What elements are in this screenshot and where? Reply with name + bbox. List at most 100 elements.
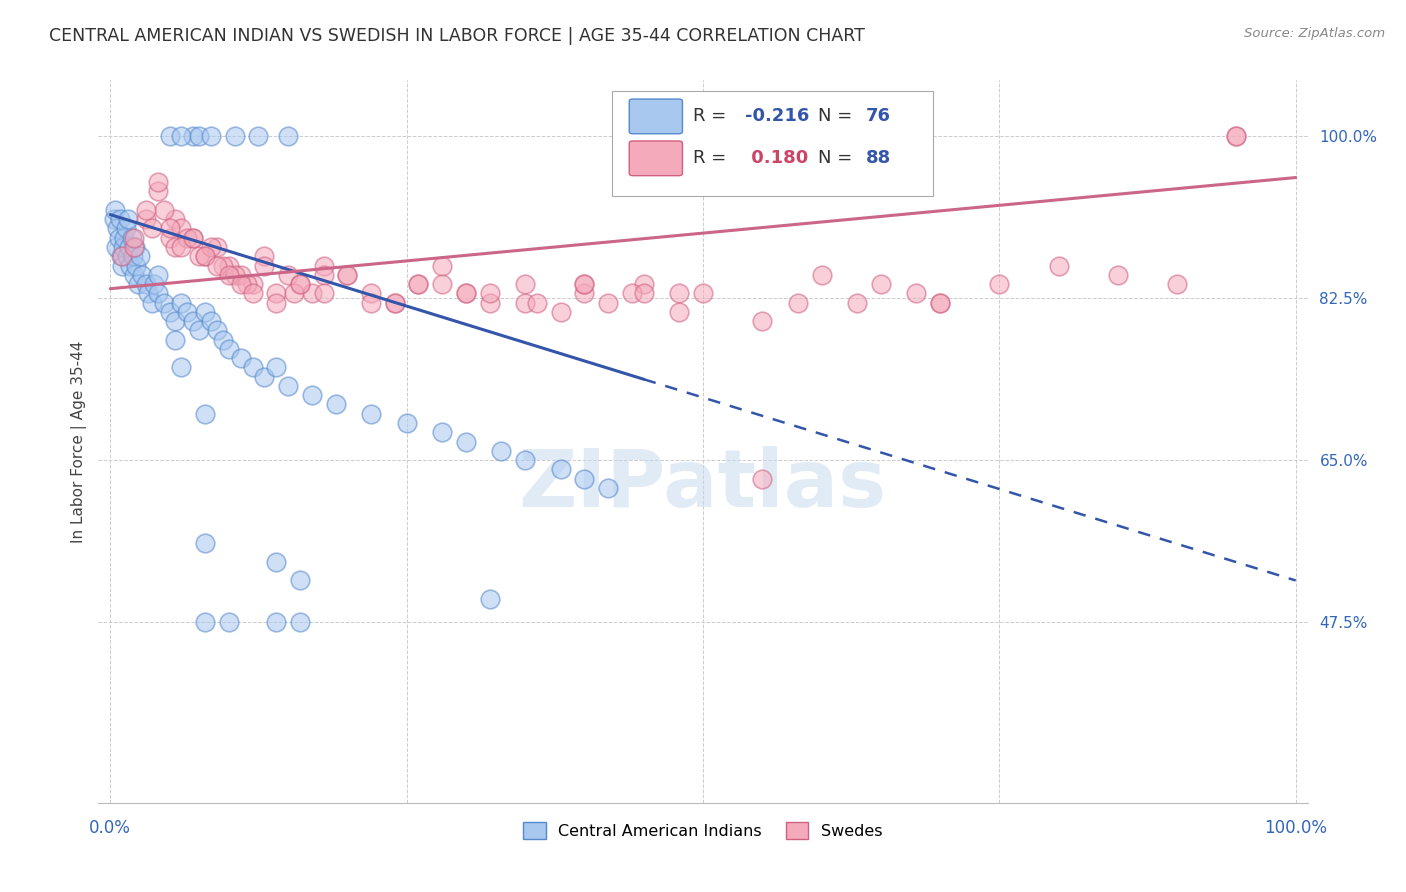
Point [574, 472, 596, 486]
Point [159, 231, 181, 245]
Point [115, 249, 138, 263]
Point [121, 231, 143, 245]
Point [176, 305, 198, 319]
Point [574, 277, 596, 291]
Point [122, 268, 145, 282]
Point [905, 286, 928, 301]
Point [264, 360, 287, 375]
Point [1225, 128, 1247, 143]
Point [574, 286, 596, 301]
Point [288, 277, 311, 291]
Point [146, 286, 169, 301]
Text: ZIPatlas: ZIPatlas [519, 446, 887, 524]
Point [929, 295, 952, 310]
Point [408, 277, 430, 291]
Point [205, 259, 228, 273]
Point [432, 425, 454, 440]
Point [103, 212, 125, 227]
Point [170, 360, 193, 375]
Point [194, 305, 217, 319]
Point [218, 615, 240, 630]
Point [253, 249, 276, 263]
Point [491, 443, 513, 458]
Point [301, 388, 323, 402]
Point [454, 286, 477, 301]
Point [478, 286, 501, 301]
Text: N =: N = [818, 107, 858, 126]
Point [194, 536, 217, 550]
Point [165, 314, 187, 328]
Point [141, 295, 163, 310]
Point [620, 286, 643, 301]
Point [432, 277, 454, 291]
Text: 0.180: 0.180 [745, 149, 808, 168]
Point [395, 416, 418, 430]
Point [846, 295, 869, 310]
Point [988, 277, 1011, 291]
Point [810, 268, 832, 282]
Point [224, 268, 246, 282]
Point [408, 277, 430, 291]
Point [432, 259, 454, 273]
Point [205, 323, 228, 337]
Point [264, 615, 287, 630]
Point [1107, 268, 1129, 282]
Point [114, 231, 136, 245]
Point [550, 462, 572, 476]
Point [235, 277, 257, 291]
Point [170, 295, 193, 310]
Point [242, 360, 264, 375]
Point [668, 305, 690, 319]
Point [288, 277, 311, 291]
Point [159, 305, 181, 319]
Y-axis label: In Labor Force | Age 35-44: In Labor Force | Age 35-44 [72, 341, 87, 542]
Point [146, 175, 169, 189]
Point [200, 314, 222, 328]
Point [170, 128, 193, 143]
Point [786, 295, 808, 310]
Point [120, 259, 142, 273]
Point [247, 128, 270, 143]
Point [176, 231, 198, 245]
Point [384, 295, 406, 310]
Point [242, 277, 264, 291]
Point [574, 277, 596, 291]
Point [336, 268, 359, 282]
Point [152, 295, 174, 310]
Point [384, 295, 406, 310]
Point [165, 212, 187, 227]
Point [122, 231, 145, 245]
Point [692, 286, 714, 301]
Point [165, 333, 187, 347]
Point [118, 240, 141, 254]
Point [112, 240, 135, 254]
Point [751, 314, 773, 328]
Point [224, 128, 246, 143]
Point [104, 202, 127, 217]
Point [107, 231, 129, 245]
Point [170, 240, 193, 254]
Point [136, 286, 159, 301]
Point [550, 305, 572, 319]
Point [135, 212, 157, 227]
Point [188, 323, 211, 337]
Point [264, 555, 287, 569]
Point [515, 453, 537, 467]
FancyBboxPatch shape [613, 91, 932, 196]
Point [127, 277, 149, 291]
Point [114, 221, 136, 235]
Point [454, 434, 477, 449]
Point [212, 259, 235, 273]
Point [360, 407, 382, 421]
Point [121, 249, 143, 263]
Point [668, 286, 690, 301]
Point [277, 268, 299, 282]
Text: R =: R = [693, 107, 733, 126]
Text: N =: N = [818, 149, 858, 168]
Point [336, 268, 359, 282]
Point [159, 128, 181, 143]
Point [515, 295, 537, 310]
Point [181, 231, 204, 245]
Point [598, 481, 620, 495]
Point [135, 277, 157, 291]
